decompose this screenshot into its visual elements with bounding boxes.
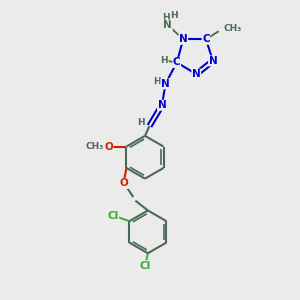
Text: O: O	[104, 142, 113, 152]
Text: C: C	[202, 34, 210, 44]
Text: N: N	[192, 69, 201, 79]
Text: CH₃: CH₃	[223, 24, 242, 33]
Text: H: H	[163, 13, 170, 22]
Text: H: H	[153, 77, 161, 86]
Text: Cl: Cl	[140, 261, 151, 271]
Text: N: N	[158, 100, 166, 110]
Text: N: N	[179, 34, 188, 44]
Text: CH₃: CH₃	[85, 142, 103, 151]
Text: O: O	[120, 178, 128, 188]
Text: H: H	[170, 11, 178, 20]
Text: C: C	[173, 57, 181, 68]
Text: N: N	[161, 79, 170, 89]
Text: Cl: Cl	[107, 211, 118, 221]
Text: N: N	[208, 56, 217, 66]
Text: N: N	[164, 20, 172, 30]
Text: H: H	[137, 118, 144, 127]
Text: H: H	[160, 56, 168, 65]
